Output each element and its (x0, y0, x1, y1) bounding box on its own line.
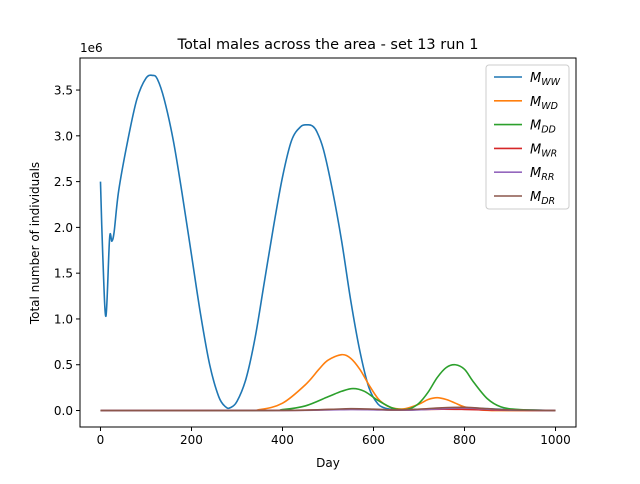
x-tick-label: 0 (97, 433, 105, 447)
legend-entry-label: DR (541, 196, 555, 207)
legend-entry-label: DD (541, 125, 556, 136)
legend-entry-label: RR (541, 172, 554, 183)
series-line-dd (100, 363, 556, 412)
y-tick-label: 1.0 (54, 312, 73, 326)
legend-entry: MDD (530, 119, 556, 136)
series-line-dr (100, 406, 556, 412)
legend-entry-label: WR (541, 148, 557, 159)
legend-entry-label: WW (541, 77, 560, 88)
x-tick-label: 600 (362, 433, 385, 447)
y-tick-label: 0.5 (54, 358, 73, 372)
x-tick-label: 400 (271, 433, 294, 447)
y-axis-label: Total number of individuals (28, 162, 42, 325)
y-tick-label: 3.0 (54, 129, 73, 143)
axes-frame (79, 57, 577, 428)
legend-entry: MWD (530, 95, 558, 112)
series-line-wd (100, 353, 556, 412)
y-multiplier-label: 1e6 (80, 41, 103, 55)
y-tick-label: 0.0 (54, 404, 73, 418)
legend-entry: MRR (530, 166, 554, 183)
legend: MWW MWD MDD MWR MRR MDR (485, 64, 570, 210)
y-tick-label: 1.5 (54, 267, 73, 281)
y-tick-label: 2.5 (54, 175, 73, 189)
x-tick-label: 1000 (540, 433, 571, 447)
y-tick-label: 2.0 (54, 221, 73, 235)
chart-title: Total males across the area - set 13 run… (177, 37, 479, 53)
x-tick-label: 200 (180, 433, 203, 447)
x-tick-label: 800 (453, 433, 476, 447)
plot-area (99, 74, 556, 412)
y-tick-label: 3.5 (54, 84, 73, 98)
x-axis-label: Day (316, 456, 340, 470)
legend-entry: MWR (530, 142, 557, 159)
legend-entry-label: WD (541, 101, 558, 112)
legend-entry: MDR (530, 190, 555, 207)
legend-entry: MWW (530, 71, 561, 88)
